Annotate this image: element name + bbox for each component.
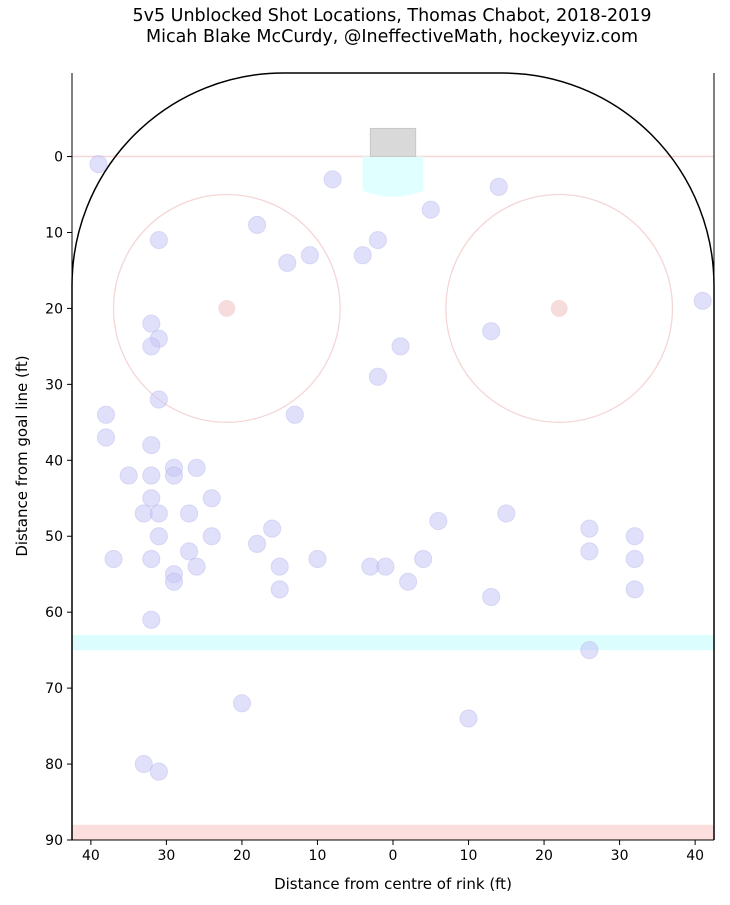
- shot-marker: [376, 557, 395, 576]
- y-tick-label: 70: [45, 681, 63, 697]
- shot-marker: [248, 215, 267, 234]
- shot-marker: [89, 155, 108, 174]
- shot-marker: [421, 200, 440, 219]
- y-tick-label: 90: [45, 833, 63, 849]
- shot-marker: [142, 489, 161, 508]
- y-tick-label: 30: [45, 377, 63, 393]
- faceoff-circle: [445, 193, 674, 423]
- shot-marker: [625, 550, 644, 569]
- shot-marker: [270, 580, 289, 599]
- y-tick-label: 0: [54, 150, 63, 166]
- shot-marker: [300, 246, 319, 265]
- y-tick-label: 10: [45, 225, 63, 241]
- shot-marker: [263, 519, 282, 538]
- shot-marker: [149, 527, 168, 546]
- shot-marker: [580, 641, 599, 660]
- shot-marker: [399, 572, 418, 591]
- x-tick-label: 20: [233, 848, 251, 864]
- goal-crease: [362, 156, 424, 197]
- x-tick-label: 30: [157, 848, 175, 864]
- shot-marker: [368, 367, 387, 386]
- shot-marker: [278, 253, 297, 272]
- shot-marker: [414, 550, 433, 569]
- shot-marker: [285, 405, 304, 424]
- shot-marker: [580, 519, 599, 538]
- shot-marker: [482, 322, 501, 341]
- shot-marker: [149, 390, 168, 409]
- shot-marker: [489, 177, 508, 196]
- shot-marker: [119, 466, 138, 485]
- y-tick-label: 80: [45, 757, 63, 773]
- shot-marker: [134, 504, 153, 523]
- x-axis-label: Distance from centre of rink (ft): [274, 875, 512, 893]
- shot-marker: [149, 504, 168, 523]
- rink-boards: [71, 72, 715, 840]
- shot-markers: [89, 155, 712, 781]
- shot-marker: [429, 512, 448, 531]
- shot-marker: [202, 527, 221, 546]
- shot-marker: [142, 436, 161, 455]
- shot-marker: [353, 246, 372, 265]
- shot-marker: [104, 550, 123, 569]
- centre-red-line: [72, 824, 714, 840]
- shot-marker: [497, 504, 516, 523]
- axes: 40 30 20 10 0 10 20 30 40 0 10 20 30 40 50 60 70 80 90: [45, 73, 715, 864]
- y-tick-label: 40: [45, 453, 63, 469]
- y-axis-label: Distance from goal line (ft): [13, 355, 31, 557]
- shot-marker: [149, 762, 168, 781]
- shot-marker: [164, 572, 183, 591]
- shot-marker: [459, 709, 478, 728]
- shot-marker: [391, 337, 410, 356]
- shot-marker: [361, 557, 380, 576]
- x-tick-label: 10: [309, 848, 327, 864]
- shot-marker: [96, 428, 115, 447]
- x-tick-label: 40: [686, 848, 704, 864]
- shot-marker: [180, 542, 199, 561]
- y-tick-label: 50: [45, 529, 63, 545]
- shot-marker: [625, 527, 644, 546]
- shot-marker: [323, 170, 342, 189]
- shot-marker: [368, 231, 387, 250]
- shot-marker: [232, 694, 251, 713]
- shot-marker: [142, 550, 161, 569]
- shot-marker: [142, 610, 161, 629]
- shot-marker: [248, 534, 267, 553]
- faceoff-dot: [218, 299, 236, 317]
- shot-marker: [142, 337, 161, 356]
- chart-title: 5v5 Unblocked Shot Locations, Thomas Cha…: [0, 6, 730, 48]
- shot-marker: [142, 314, 161, 333]
- chart-title-line1: 5v5 Unblocked Shot Locations, Thomas Cha…: [132, 6, 652, 26]
- chart-title-line2: Micah Blake McCurdy, @IneffectiveMath, h…: [145, 27, 638, 47]
- shot-marker: [96, 405, 115, 424]
- shot-marker: [625, 580, 644, 599]
- shot-marker: [482, 587, 501, 606]
- faceoff-dot: [550, 299, 568, 317]
- shot-marker: [180, 504, 199, 523]
- shot-marker: [164, 466, 183, 485]
- shot-marker: [202, 489, 221, 508]
- shot-marker: [693, 291, 712, 310]
- shot-marker: [308, 550, 327, 569]
- shot-marker: [270, 557, 289, 576]
- shot-marker: [134, 755, 153, 774]
- shot-marker: [187, 458, 206, 477]
- rink-markings: [71, 72, 715, 840]
- x-tick-label: 40: [82, 848, 100, 864]
- blue-line: [72, 634, 714, 651]
- shot-marker: [149, 231, 168, 250]
- y-tick-label: 60: [45, 605, 63, 621]
- x-tick-label: 30: [611, 848, 629, 864]
- x-tick-label: 20: [535, 848, 553, 864]
- shot-marker: [187, 557, 206, 576]
- shot-marker: [142, 466, 161, 485]
- x-tick-label: 10: [460, 848, 478, 864]
- y-tick-label: 20: [45, 301, 63, 317]
- shot-marker: [580, 542, 599, 561]
- goal-net: [369, 127, 417, 158]
- faceoff-circle: [112, 193, 341, 423]
- x-tick-label: 0: [389, 848, 398, 864]
